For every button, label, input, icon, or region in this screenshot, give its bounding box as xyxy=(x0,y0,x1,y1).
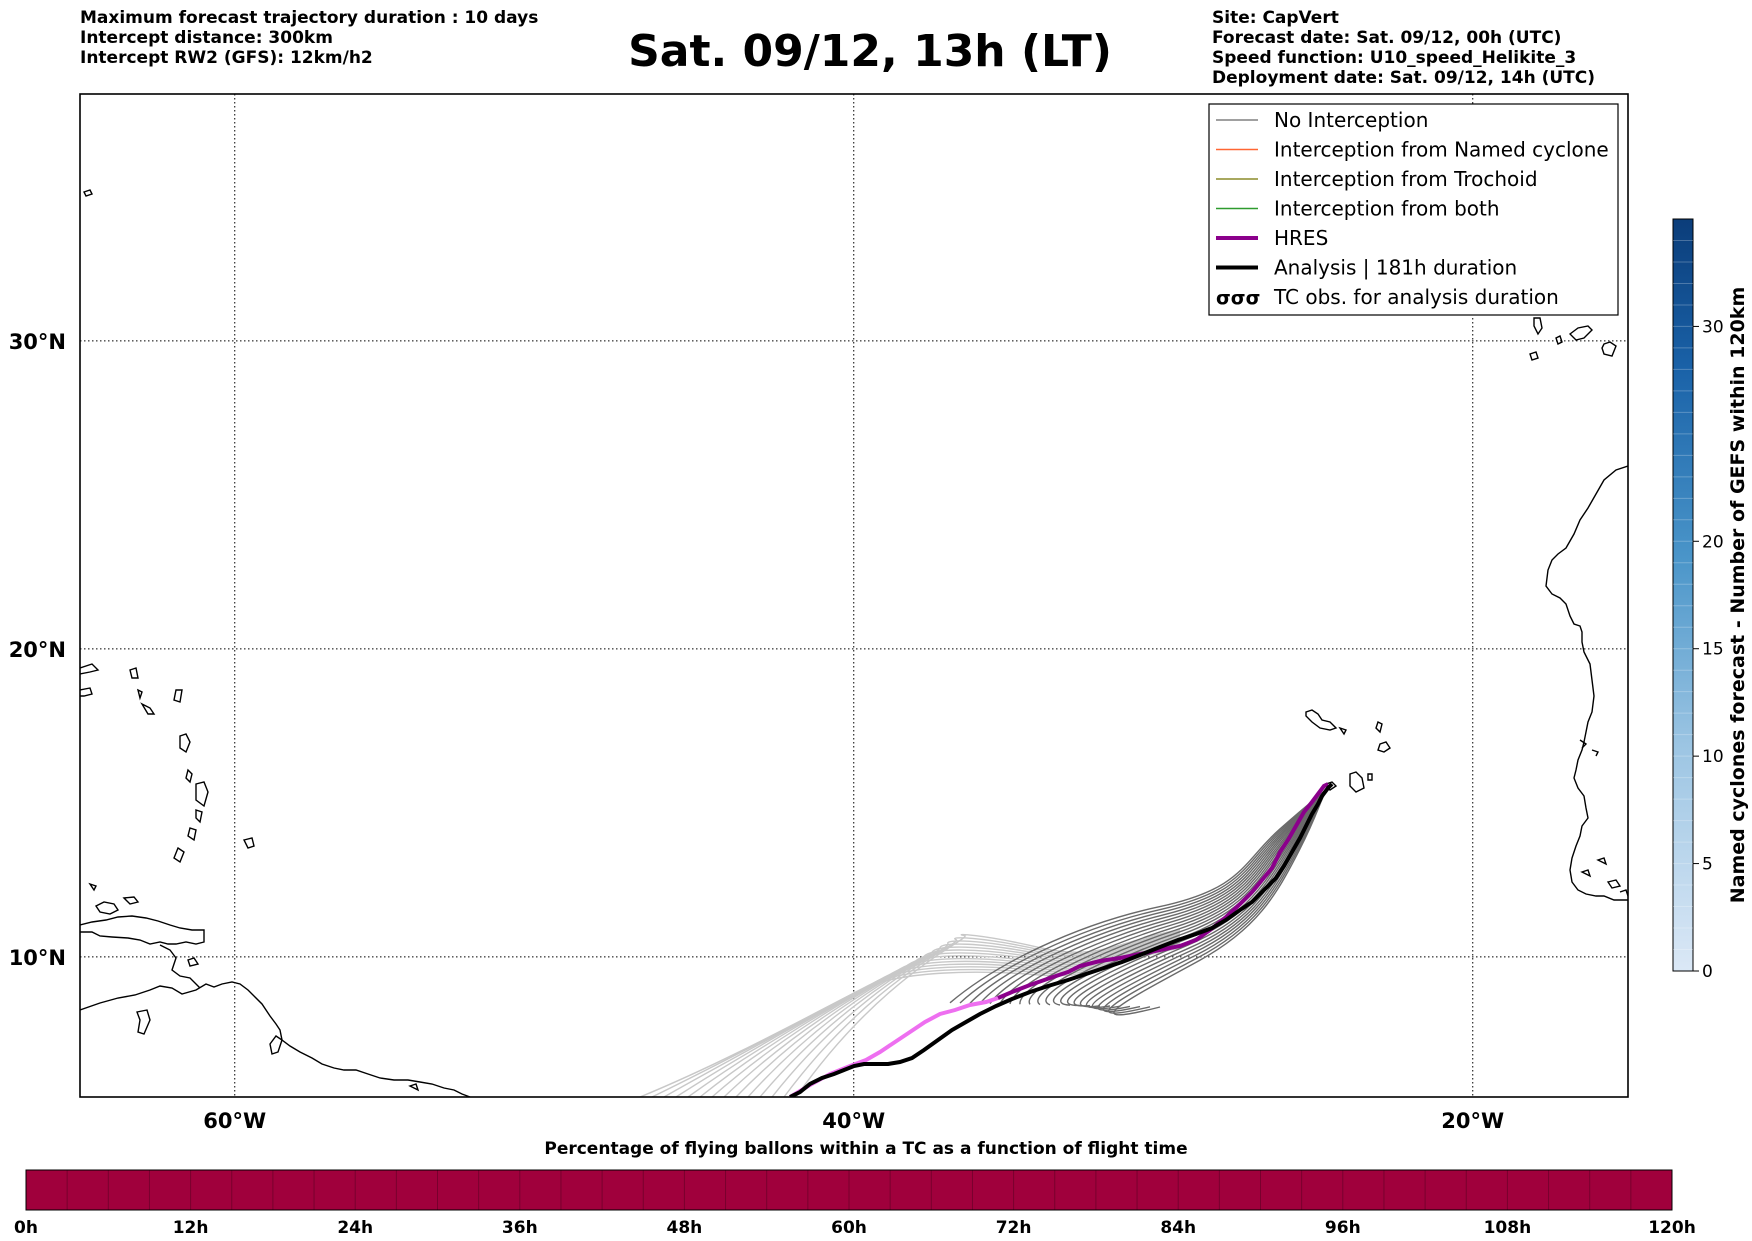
bottom-colorbar-tick-label: 108h xyxy=(1484,1218,1532,1238)
bottom-colorbar-tick-label: 48h xyxy=(667,1218,703,1238)
bottom-colorbar-tick-label: 24h xyxy=(337,1218,373,1238)
right-colorbar-tick-label: 30 xyxy=(1702,317,1724,337)
lat-tick-label: 20°N xyxy=(9,638,66,662)
map-gridlines xyxy=(80,94,1628,1097)
bottom-colorbar-tick-label: 72h xyxy=(996,1218,1032,1238)
right-colorbar-tick-label: 10 xyxy=(1702,747,1724,767)
right-colorbar-tick-label: 15 xyxy=(1702,640,1724,660)
legend-label: No Interception xyxy=(1274,108,1428,132)
page-title: Sat. 09/12, 13h (LT) xyxy=(628,26,1112,77)
analysis-trajectory xyxy=(789,782,1334,1097)
right-colorbar-label: Named cyclones forecast - Number of GEFS… xyxy=(1727,287,1749,904)
lon-tick-label: 40°W xyxy=(822,1109,885,1133)
ensemble-trajectory-light xyxy=(723,937,1181,1097)
tc-obs-legend-icon: σσσ xyxy=(1216,287,1260,309)
map-legend: No Interception Interception from Named c… xyxy=(1208,103,1619,316)
lat-tick-label: 10°N xyxy=(9,946,66,970)
bottom-colorbar-tick-label: 36h xyxy=(502,1218,538,1238)
lat-tick-label: 30°N xyxy=(9,330,66,354)
right-colorbar-tick-label: 20 xyxy=(1702,532,1724,552)
lon-tick-label: 60°W xyxy=(203,1109,266,1133)
bottom-colorbar-title: Percentage of flying ballons within a TC… xyxy=(544,1139,1187,1159)
bottom-colorbar-tick-label: 60h xyxy=(831,1218,867,1238)
right-colorbar-tick-label: 5 xyxy=(1702,855,1713,875)
bottom-colorbar-tick-label: 120h xyxy=(1648,1218,1696,1238)
right-colorbar-gradient xyxy=(1672,218,1694,972)
header-left-line: Intercept RW2 (GFS): 12km/h2 xyxy=(80,48,373,68)
header-left-info: Maximum forecast trajectory duration : 1… xyxy=(80,8,538,68)
bottom-colorbar-tick-label: 12h xyxy=(173,1218,209,1238)
header-right-info: Site: CapVert Forecast date: Sat. 09/12,… xyxy=(1212,8,1595,88)
legend-label: Analysis | 181h duration xyxy=(1274,256,1517,280)
bottom-colorbar-tick-label: 84h xyxy=(1160,1218,1196,1238)
legend-label: TC obs. for analysis duration xyxy=(1273,285,1559,309)
bottom-colorbar-bar xyxy=(25,1169,1673,1211)
bottom-colorbar: Percentage of flying ballons within a TC… xyxy=(14,1139,1696,1238)
ensemble-trajectory-light xyxy=(675,943,1181,1097)
trajectory-ensemble-light xyxy=(639,929,1181,1097)
bottom-colorbar-tick-label: 96h xyxy=(1325,1218,1361,1238)
ensemble-trajectory-light xyxy=(747,934,1181,1097)
map-frame xyxy=(79,93,1629,1098)
header-left-line: Intercept distance: 300km xyxy=(80,28,333,48)
legend-label: Interception from Trochoid xyxy=(1274,167,1538,191)
ensemble-trajectory-light xyxy=(687,941,1181,1097)
header-right-line: Site: CapVert xyxy=(1212,8,1339,28)
header-right-line: Forecast date: Sat. 09/12, 00h (UTC) xyxy=(1212,28,1562,48)
legend-label: Interception from both xyxy=(1274,197,1500,221)
lon-tick-label: 20°W xyxy=(1441,1109,1504,1133)
header-left-line: Maximum forecast trajectory duration : 1… xyxy=(80,8,539,28)
coastline-caribbean-south-america xyxy=(80,189,471,1097)
coastline-africa xyxy=(1305,317,1628,901)
ensemble-trajectory-dark xyxy=(1113,783,1333,1016)
bottom-colorbar-tick-label: 0h xyxy=(14,1218,38,1238)
legend-label: Interception from Named cyclone xyxy=(1274,138,1609,162)
legend-label: HRES xyxy=(1274,226,1328,250)
header-right-line: Deployment date: Sat. 09/12, 14h (UTC) xyxy=(1212,68,1596,88)
right-colorbar: 0 5 10 15 20 30 Named cyclones forecast - Num… xyxy=(1672,218,1749,982)
legend-box xyxy=(1208,103,1619,316)
header-right-line: Speed function: U10_speed_Helikite_3 xyxy=(1212,48,1577,68)
right-colorbar-tick-label: 0 xyxy=(1702,962,1713,982)
map-axis-ticks: 60°W 40°W 20°W 30°N 20°N 10°N xyxy=(9,330,1505,1133)
